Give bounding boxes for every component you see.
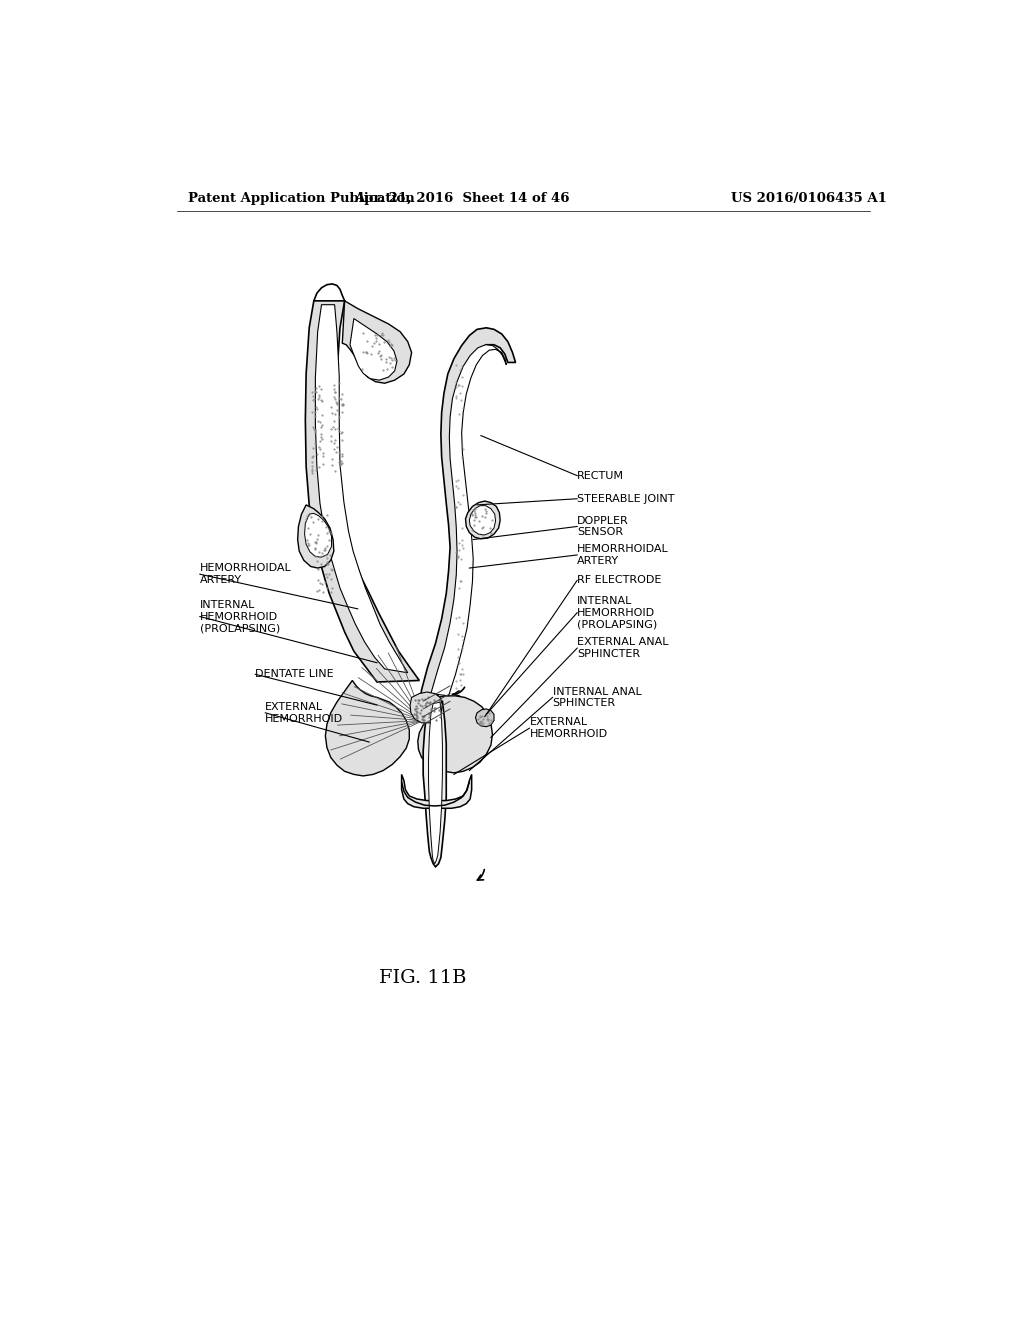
Polygon shape	[342, 301, 412, 383]
Text: EXTERNAL
HEMORRHOID: EXTERNAL HEMORRHOID	[529, 717, 607, 739]
Polygon shape	[350, 318, 397, 380]
Text: RECTUM: RECTUM	[578, 471, 625, 480]
Polygon shape	[410, 692, 442, 723]
Polygon shape	[469, 506, 496, 535]
Text: HEMORRHOIDAL
ARTERY: HEMORRHOIDAL ARTERY	[200, 564, 292, 585]
Polygon shape	[423, 701, 446, 867]
Text: INTERNAL
HEMORRHOID
(PROLAPSING): INTERNAL HEMORRHOID (PROLAPSING)	[578, 597, 657, 630]
Text: RF ELECTRODE: RF ELECTRODE	[578, 576, 662, 585]
Polygon shape	[298, 506, 334, 568]
Text: STEERABLE JOINT: STEERABLE JOINT	[578, 494, 675, 504]
Text: US 2016/0106435 A1: US 2016/0106435 A1	[731, 191, 887, 205]
Text: INTERNAL ANAL
SPHINCTER: INTERNAL ANAL SPHINCTER	[553, 686, 641, 709]
Polygon shape	[429, 702, 442, 863]
Text: EXTERNAL ANAL
SPHINCTER: EXTERNAL ANAL SPHINCTER	[578, 638, 669, 659]
Text: Patent Application Publication: Patent Application Publication	[188, 191, 415, 205]
Polygon shape	[305, 301, 419, 682]
Polygon shape	[401, 775, 472, 808]
Polygon shape	[304, 513, 332, 557]
Polygon shape	[420, 327, 515, 701]
Polygon shape	[326, 681, 410, 776]
Text: INTERNAL
HEMORRHOID
(PROLAPSING): INTERNAL HEMORRHOID (PROLAPSING)	[200, 601, 281, 634]
Text: FIG. 11B: FIG. 11B	[380, 969, 467, 987]
Text: DOPPLER
SENSOR: DOPPLER SENSOR	[578, 516, 629, 537]
Polygon shape	[466, 502, 500, 539]
Text: Apr. 21, 2016  Sheet 14 of 46: Apr. 21, 2016 Sheet 14 of 46	[354, 191, 569, 205]
Text: DENTATE LINE: DENTATE LINE	[255, 669, 334, 680]
Polygon shape	[475, 709, 494, 726]
Polygon shape	[315, 305, 408, 673]
Text: HEMORRHOIDAL
ARTERY: HEMORRHOIDAL ARTERY	[578, 544, 669, 566]
Polygon shape	[431, 345, 506, 696]
Polygon shape	[418, 696, 493, 774]
Text: EXTERNAL
HEMORRHOID: EXTERNAL HEMORRHOID	[265, 702, 343, 723]
